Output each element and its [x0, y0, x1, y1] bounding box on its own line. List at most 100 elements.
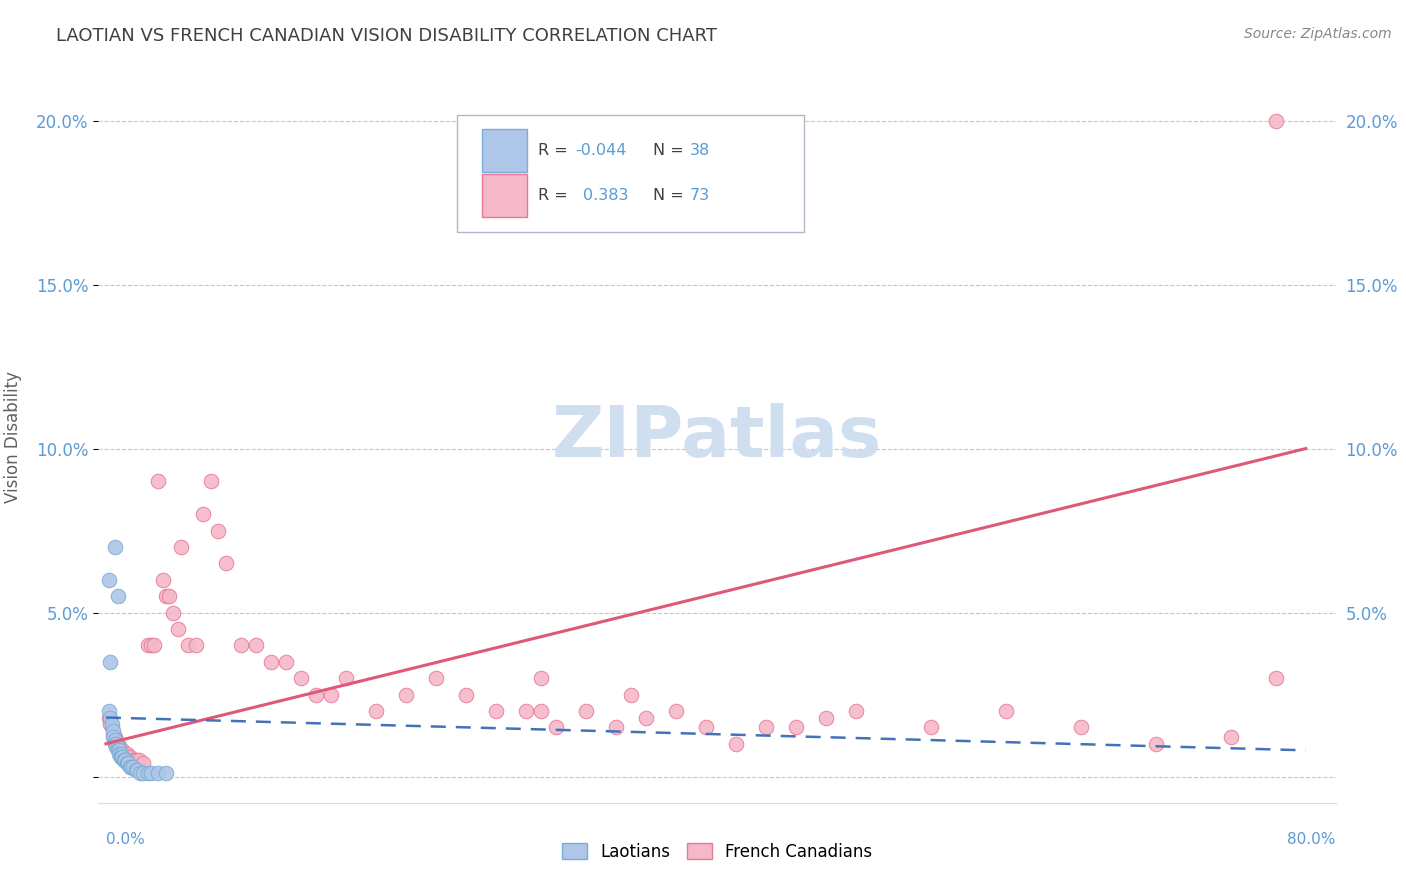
Point [814, 710, 837, 724]
Point [107, 743, 129, 757]
Point [152, 573, 174, 587]
Point [118, 750, 141, 764]
Point [395, 688, 418, 702]
Point [605, 720, 627, 734]
Text: LAOTIAN VS FRENCH CANADIAN VISION DISABILITY CORRELATION CHART: LAOTIAN VS FRENCH CANADIAN VISION DISABI… [56, 27, 717, 45]
Point [111, 750, 134, 764]
Legend: Laotians, French Canadians: Laotians, French Canadians [555, 837, 879, 868]
Point [112, 753, 135, 767]
Point [136, 766, 159, 780]
Point [142, 638, 165, 652]
Point [1144, 737, 1167, 751]
Point [107, 589, 129, 603]
Point [103, 730, 125, 744]
Point [112, 747, 135, 761]
Point [125, 763, 148, 777]
Point [319, 688, 342, 702]
Point [132, 766, 155, 780]
Point [425, 671, 447, 685]
Point [695, 720, 717, 734]
Text: R =: R = [537, 188, 572, 203]
Point [136, 638, 159, 652]
Point [117, 750, 139, 764]
Point [155, 766, 177, 780]
Point [111, 743, 134, 757]
Point [122, 753, 145, 767]
Point [117, 756, 139, 771]
Point [364, 704, 387, 718]
Point [105, 737, 128, 751]
Point [207, 524, 229, 538]
Point [101, 717, 124, 731]
Text: ZIPatlas: ZIPatlas [553, 402, 882, 472]
Point [107, 739, 129, 754]
Point [148, 475, 170, 489]
Point [148, 766, 170, 780]
Point [114, 753, 136, 767]
Text: R =: R = [537, 143, 572, 158]
Point [110, 743, 132, 757]
Point [215, 557, 238, 571]
Point [454, 688, 477, 702]
Point [290, 671, 312, 685]
Point [184, 638, 207, 652]
Point [139, 638, 162, 652]
Point [845, 704, 868, 718]
Text: 80.0%: 80.0% [1288, 832, 1336, 847]
Point [157, 589, 180, 603]
Point [515, 704, 537, 718]
Point [112, 753, 135, 767]
Point [97, 710, 120, 724]
Point [167, 622, 190, 636]
FancyBboxPatch shape [482, 174, 526, 218]
Point [485, 704, 508, 718]
Point [1264, 671, 1286, 685]
Point [544, 720, 567, 734]
Point [274, 655, 297, 669]
Point [103, 727, 125, 741]
Point [665, 704, 688, 718]
Point [193, 507, 215, 521]
Point [785, 720, 807, 734]
Text: N =: N = [652, 143, 689, 158]
Point [97, 704, 120, 718]
Point [108, 747, 131, 761]
Point [104, 730, 127, 744]
Text: 0.0%: 0.0% [105, 832, 145, 847]
Point [139, 766, 162, 780]
Point [122, 760, 145, 774]
Point [117, 756, 139, 771]
Point [115, 756, 138, 771]
Point [100, 655, 122, 669]
Point [245, 638, 267, 652]
Point [575, 704, 598, 718]
Point [125, 753, 148, 767]
Point [128, 753, 150, 767]
Point [108, 743, 131, 757]
Point [104, 540, 127, 554]
Point [229, 638, 252, 652]
Point [104, 733, 127, 747]
Point [103, 723, 125, 738]
Point [620, 688, 643, 702]
Text: 0.383: 0.383 [583, 188, 628, 203]
Text: -0.044: -0.044 [575, 143, 626, 158]
Text: 73: 73 [690, 188, 710, 203]
Point [100, 710, 122, 724]
Point [110, 747, 132, 761]
Point [634, 710, 657, 724]
Point [994, 704, 1017, 718]
Y-axis label: Vision Disability: Vision Disability [4, 371, 22, 503]
Point [101, 720, 124, 734]
Point [755, 720, 778, 734]
Point [115, 747, 138, 761]
Point [335, 671, 357, 685]
Point [200, 475, 222, 489]
Point [260, 655, 283, 669]
Point [920, 720, 942, 734]
FancyBboxPatch shape [457, 115, 804, 232]
Point [724, 737, 747, 751]
Point [108, 739, 131, 754]
Point [530, 671, 553, 685]
Point [110, 750, 132, 764]
